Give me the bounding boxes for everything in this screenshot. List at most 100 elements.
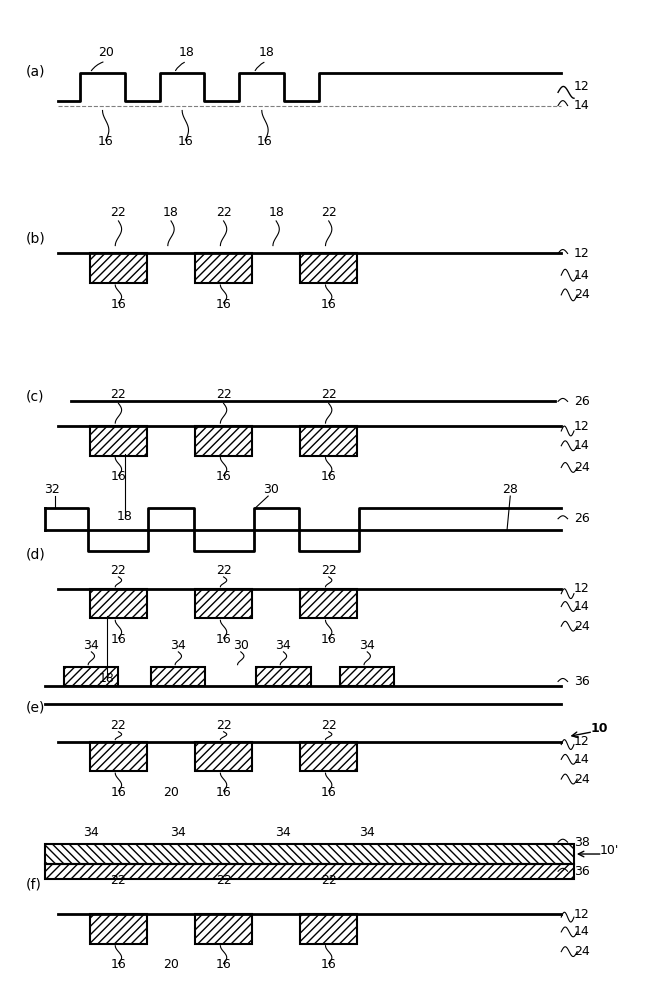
Text: 14: 14 [574,99,590,112]
Text: 22: 22 [321,388,337,401]
Text: 24: 24 [574,461,590,474]
Bar [90,426,147,456]
Text: 22: 22 [111,719,126,732]
Text: 22: 22 [215,874,232,887]
Text: (d): (d) [26,547,46,561]
Text: 16: 16 [321,958,337,971]
Text: 22: 22 [321,719,337,732]
Text: 36: 36 [574,675,590,688]
Text: 16: 16 [215,470,232,483]
Text: 34: 34 [359,639,375,652]
Text: 20: 20 [163,958,179,971]
Text: 18: 18 [117,510,133,523]
Text: 16: 16 [215,633,232,646]
Text: 16: 16 [178,135,193,148]
Text: 16: 16 [215,958,232,971]
Text: 34: 34 [275,639,292,652]
Bar [195,253,252,283]
Text: 16: 16 [111,470,126,483]
Text: 10: 10 [590,722,608,735]
Text: 14: 14 [574,439,590,452]
Bar [90,742,147,771]
Text: 22: 22 [215,719,232,732]
Text: 16: 16 [111,298,126,311]
Text: 22: 22 [111,874,126,887]
Text: 22: 22 [215,564,232,577]
Bar [195,426,252,456]
Text: 34: 34 [171,826,186,839]
Text: 22: 22 [111,206,126,219]
Text: 32: 32 [44,483,59,496]
Text: (b): (b) [26,232,46,246]
Text: (a): (a) [26,64,46,78]
Text: 16: 16 [321,298,337,311]
Text: 22: 22 [215,388,232,401]
Bar [300,589,357,618]
Text: (c): (c) [26,389,44,403]
Text: 16: 16 [111,958,126,971]
Text: 38: 38 [574,836,590,849]
Bar [90,253,147,283]
Bar [195,914,252,944]
Text: 16: 16 [321,470,337,483]
Text: 16: 16 [111,633,126,646]
Bar [64,667,118,686]
Text: 20: 20 [98,46,114,59]
Text: 34: 34 [359,826,375,839]
Bar [340,667,395,686]
Text: 22: 22 [111,388,126,401]
Text: 22: 22 [321,564,337,577]
Text: (f): (f) [26,878,42,892]
Text: (e): (e) [26,700,46,714]
Text: 34: 34 [171,639,186,652]
Text: 18: 18 [258,46,275,59]
Bar [195,589,252,618]
Text: 14: 14 [574,925,590,938]
Bar [300,426,357,456]
Text: 30: 30 [264,483,279,496]
Text: 30: 30 [233,639,249,652]
Text: 18: 18 [268,206,284,219]
Text: 34: 34 [83,826,99,839]
Bar [90,914,147,944]
Bar [195,742,252,771]
Text: 14: 14 [574,269,590,282]
Bar [45,844,574,864]
Text: 24: 24 [574,773,590,786]
Text: 24: 24 [574,620,590,633]
Text: 12: 12 [574,908,590,921]
Text: 16: 16 [215,298,232,311]
Text: 16: 16 [257,135,273,148]
Text: 10': 10' [600,844,618,857]
Text: 24: 24 [574,288,590,301]
Text: 12: 12 [574,420,590,433]
Text: 22: 22 [111,564,126,577]
Text: 22: 22 [321,206,337,219]
Text: 12: 12 [574,247,590,260]
Bar [45,864,574,879]
Text: 16: 16 [321,786,337,799]
Text: 22: 22 [321,874,337,887]
Text: 14: 14 [574,600,590,613]
Text: 12: 12 [574,80,590,93]
Text: 16: 16 [98,135,113,148]
Text: 34: 34 [275,826,292,839]
Text: 34: 34 [83,639,99,652]
Text: 16: 16 [321,633,337,646]
Text: 14: 14 [574,753,590,766]
Bar [151,667,206,686]
Text: 20: 20 [163,786,179,799]
Text: 18: 18 [179,46,195,59]
Bar [300,742,357,771]
Text: 24: 24 [574,945,590,958]
Text: 28: 28 [503,483,518,496]
Bar [90,589,147,618]
Bar [256,667,311,686]
Bar [300,253,357,283]
Text: 22: 22 [215,206,232,219]
Text: 26: 26 [574,395,590,408]
Text: 16: 16 [215,786,232,799]
Text: 12: 12 [574,582,590,595]
Text: 18: 18 [163,206,179,219]
Text: 12: 12 [574,735,590,748]
